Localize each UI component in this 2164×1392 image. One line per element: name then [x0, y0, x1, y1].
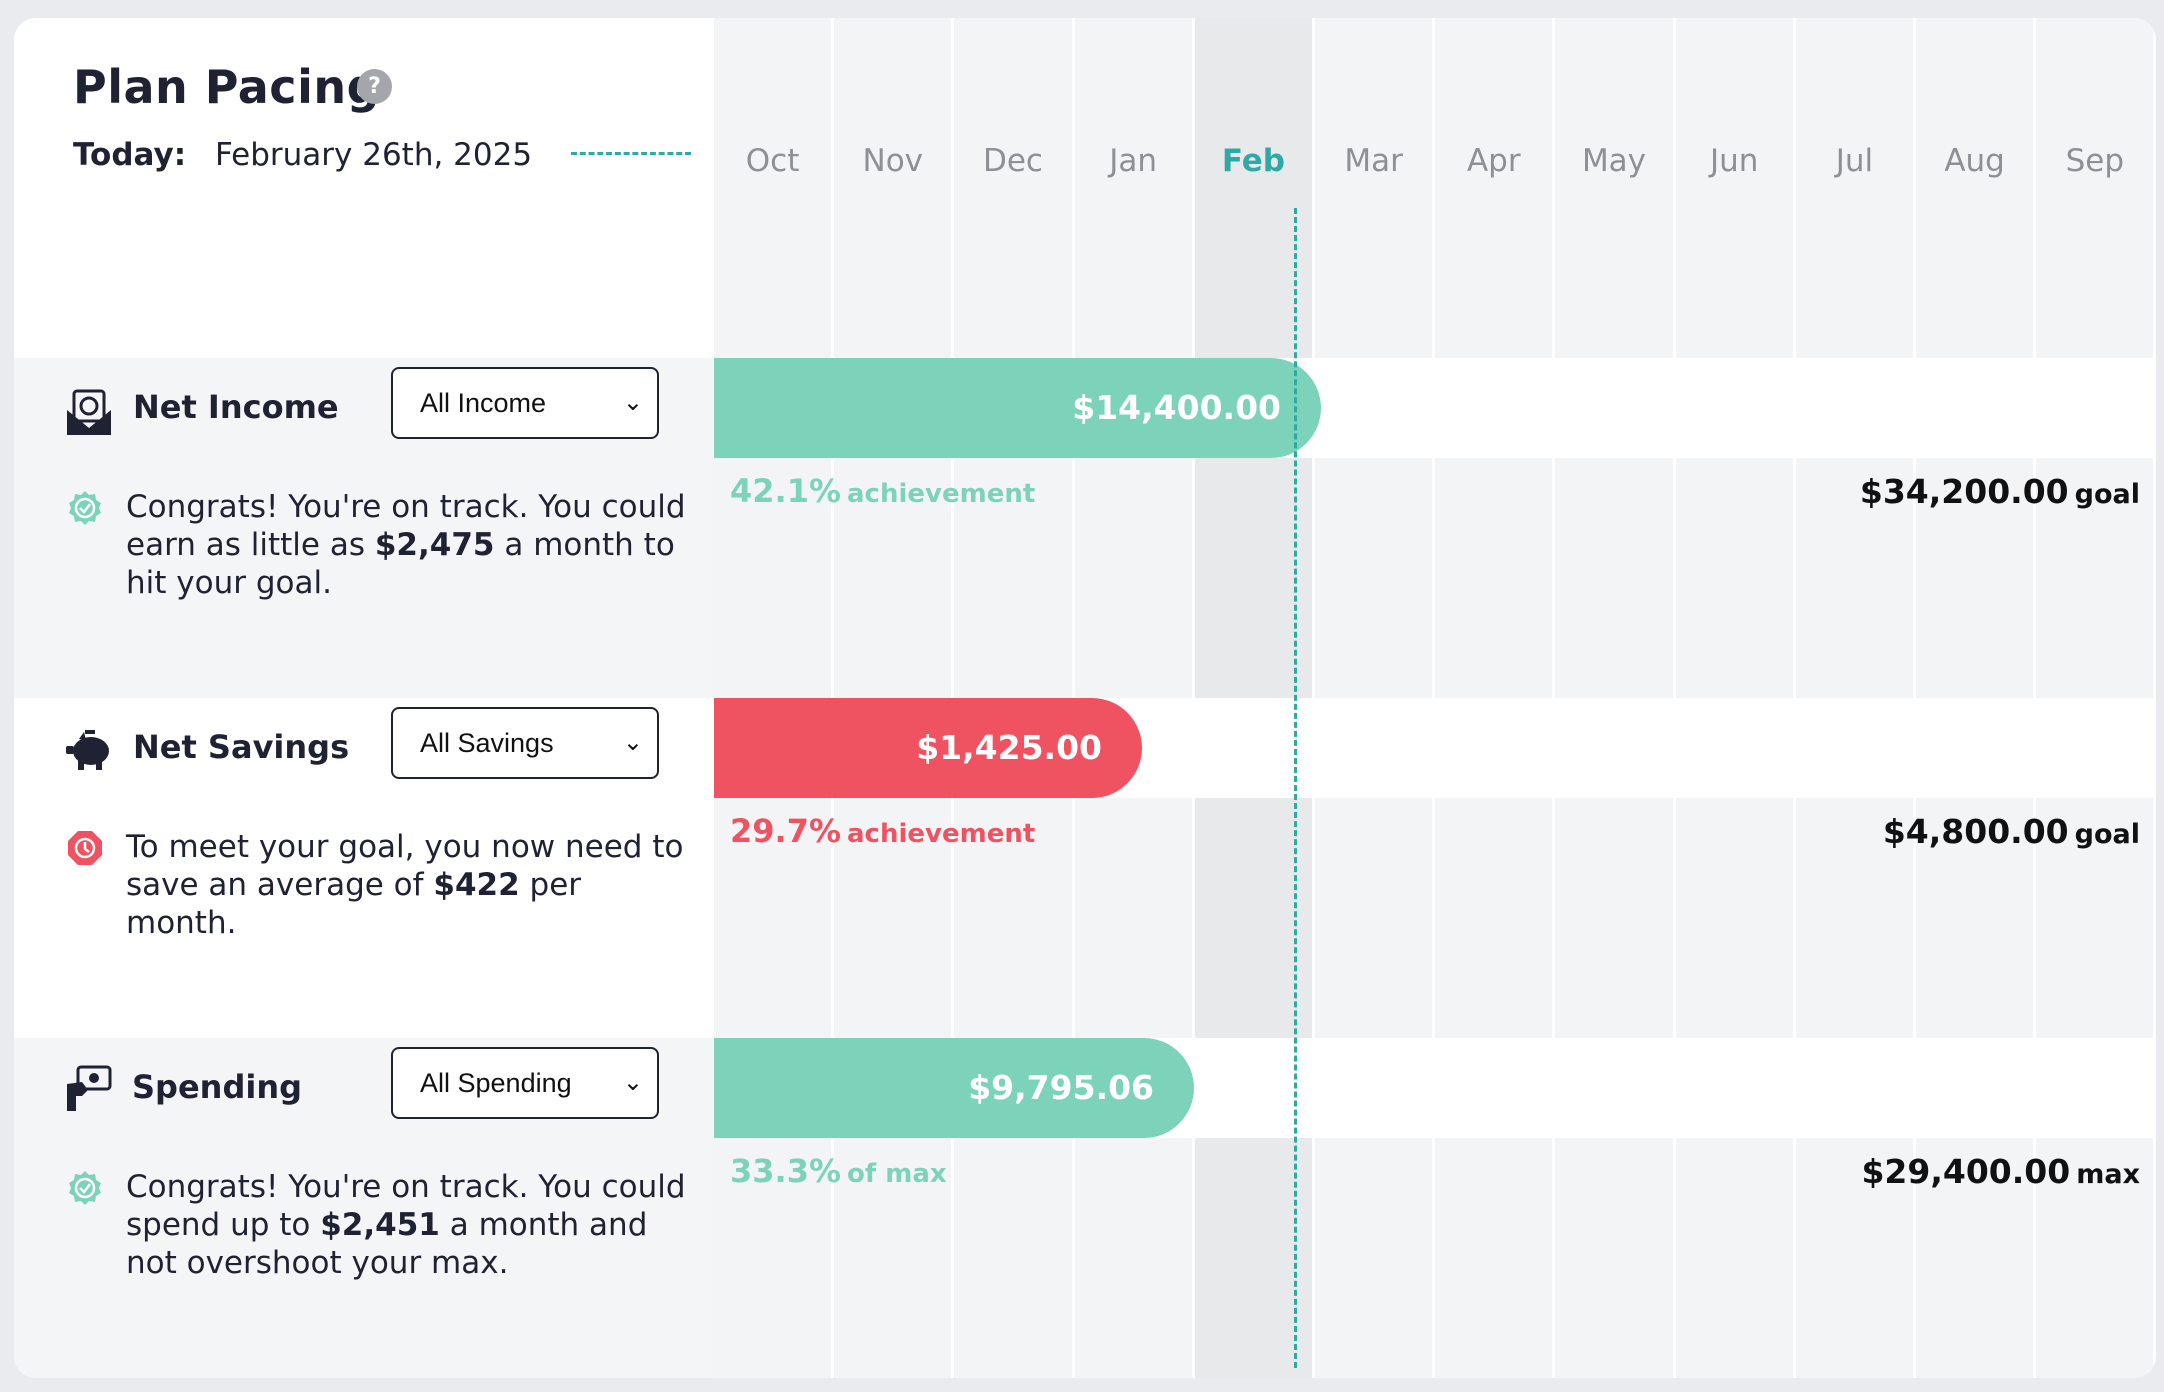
spending-of-max: 33.3% of max	[730, 1152, 947, 1190]
chevron-down-icon: ⌄	[622, 729, 643, 756]
income-status-message: Congrats! You're on track. You could ear…	[126, 489, 686, 601]
net-savings-title: Net Savings	[133, 728, 350, 766]
month-label-aug: Aug	[1944, 143, 2005, 179]
spending-filter-value: All Spending	[420, 1068, 572, 1098]
spending-status-message: Congrats! You're on track. You could spe…	[126, 1169, 686, 1281]
savings-progress-bar: $1,425.00	[714, 698, 1142, 798]
month-label-jun: Jun	[1709, 143, 1759, 179]
month-label-sep: Sep	[2065, 143, 2124, 179]
plan-pacing-card: Oct Nov Dec Jan Feb Mar Apr May Jun Jul Aug Sep Pla…	[14, 18, 2156, 1378]
income-achievement: 42.1% achievement	[730, 472, 1036, 510]
income-goal: $34,200.00 goal	[1859, 472, 2140, 511]
savings-filter-value: All Savings	[420, 728, 554, 758]
spending-title: Spending	[132, 1068, 302, 1106]
income-filter-select[interactable]: All Income ⌄	[391, 367, 659, 439]
savings-achievement: 29.7% achievement	[730, 812, 1036, 850]
behind-alert-icon	[68, 831, 102, 865]
page-title: Plan Pacing	[73, 60, 381, 114]
spending-filter-select[interactable]: All Spending ⌄	[391, 1047, 659, 1119]
month-label-apr: Apr	[1466, 143, 1521, 179]
chevron-down-icon: ⌄	[622, 1069, 643, 1096]
today-label: Today:	[73, 137, 187, 173]
income-progress-bar: $14,400.00	[714, 358, 1321, 458]
net-income-panel: Net Income All Income ⌄ Congrats! You're…	[14, 358, 714, 698]
month-label-may: May	[1581, 143, 1647, 179]
month-label-mar: Mar	[1344, 143, 1403, 179]
income-filter-value: All Income	[420, 388, 547, 418]
piggy-bank-icon	[66, 730, 109, 770]
savings-status-message: To meet your goal, you now need to save …	[126, 829, 684, 941]
income-envelope-icon	[67, 389, 111, 435]
month-label-jan: Jan	[1109, 143, 1158, 179]
month-label-jul: Jul	[1835, 143, 1874, 179]
spending-max: $29,400.00 max	[1861, 1152, 2140, 1191]
month-label-nov: Nov	[862, 143, 924, 179]
net-savings-panel: Net Savings All Savings ⌄ To meet your g…	[14, 698, 714, 1038]
savings-filter-select[interactable]: All Savings ⌄	[391, 707, 659, 779]
savings-goal: $4,800.00 goal	[1882, 812, 2140, 851]
on-track-check-icon	[69, 1171, 101, 1205]
today-line-legend	[571, 152, 691, 155]
month-label-dec: Dec	[982, 143, 1043, 179]
today-marker-line	[1294, 208, 1297, 1368]
spending-hand-icon	[67, 1065, 112, 1111]
spending-panel: Spending All Spending ⌄ Congrats! You're…	[14, 1038, 714, 1378]
spending-progress-bar: $9,795.06	[714, 1038, 1194, 1138]
net-income-title: Net Income	[133, 388, 339, 426]
month-label-oct: Oct	[745, 143, 800, 179]
on-track-check-icon	[69, 491, 101, 525]
month-label-feb: Feb	[1221, 143, 1285, 179]
help-icon[interactable]: ?	[357, 69, 392, 104]
today-date: February 26th, 2025	[215, 137, 533, 173]
chevron-down-icon: ⌄	[622, 389, 643, 416]
